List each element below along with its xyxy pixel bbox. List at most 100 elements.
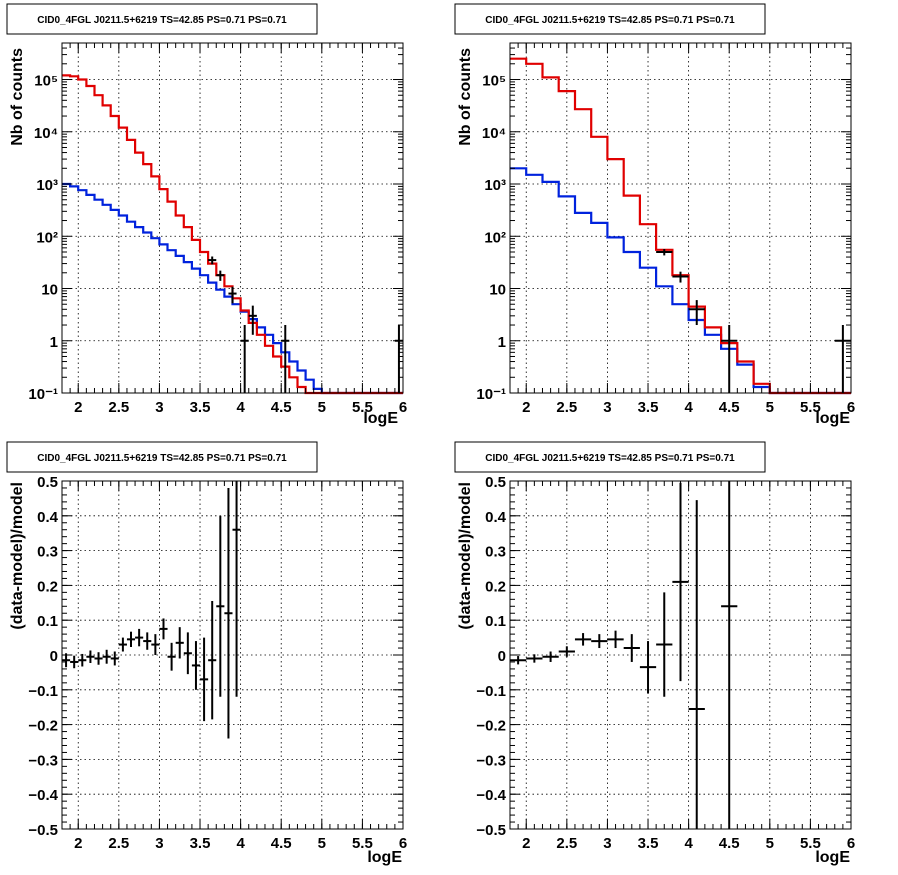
x-tick-label: 2.5	[108, 399, 129, 416]
residual-point	[159, 618, 168, 640]
grid	[62, 481, 403, 829]
data-point	[216, 270, 225, 281]
y-tick-label: 10³	[484, 177, 506, 194]
x-tick-label: 4	[684, 835, 693, 852]
x-tick-label: 5	[318, 835, 326, 852]
x-tick-label: 2	[522, 835, 530, 852]
y-tick-label: 0.4	[37, 509, 59, 526]
residual-point	[110, 651, 119, 666]
axis-ticks: 2 2.5 3 3.5 4 4.5 5 5.5 6 −0.5 −0.4 −0.3 −0.2 −0.1 0 0.…	[28, 474, 407, 852]
x-axis-label: logE	[815, 849, 850, 866]
x-tick-label: 4.5	[271, 399, 292, 416]
plot-area	[510, 57, 851, 395]
y-tick-label: 10⁻¹	[476, 386, 506, 403]
x-tick-label: 4	[236, 399, 245, 416]
x-tick-label: 6	[399, 399, 407, 416]
residual-point	[232, 481, 241, 697]
x-axis-label: logE	[367, 849, 402, 866]
residual-point	[94, 652, 103, 665]
data-point	[240, 325, 249, 393]
data-point	[672, 271, 689, 283]
x-tick-label: 2	[74, 835, 82, 852]
residual-point	[167, 642, 176, 671]
y-tick-label: 0.1	[485, 613, 506, 630]
y-tick-label: −0.2	[476, 718, 506, 735]
residual-point	[183, 632, 192, 675]
title-box	[6, 3, 318, 35]
x-axis-label: logE	[363, 410, 398, 427]
x-tick-label: 3.5	[638, 835, 659, 852]
x-tick-label: 5.5	[352, 399, 373, 416]
x-tick-label: 4	[236, 835, 245, 852]
y-tick-label: 10⁴	[482, 125, 506, 142]
y-axis-label: Nb of counts	[9, 48, 26, 146]
x-tick-label: 3.5	[638, 399, 659, 416]
x-tick-label: 2.5	[556, 399, 577, 416]
y-tick-label: 1	[50, 334, 58, 351]
y-tick-label: −0.1	[476, 683, 506, 700]
panel-bottom-right: CID0_4FGL J0211.5+6219 TS=42.85 PS=0.71 …	[454, 441, 855, 866]
residual-point	[526, 654, 543, 663]
x-tick-label: 3	[155, 399, 163, 416]
residual-point	[607, 630, 624, 649]
chart-title: CID0_4FGL J0211.5+6219 TS=42.85 PS=0.71 …	[37, 453, 287, 464]
residual-point	[62, 653, 71, 668]
chart-title: CID0_4FGL J0211.5+6219 TS=42.85 PS=0.71 …	[485, 453, 735, 464]
x-tick-label: 2.5	[108, 835, 129, 852]
axis-ticks: 2 2.5 3 3.5 4 4.5 5 5.5 6 10⁻¹ 1 10 10² 10³ 10⁴ 10⁵	[476, 43, 855, 416]
y-axis-label: (data-model)/model	[9, 482, 26, 630]
y-tick-label: −0.4	[28, 787, 58, 804]
x-tick-label: 5	[318, 399, 326, 416]
y-tick-label: 0	[498, 648, 506, 665]
y-tick-label: −0.4	[476, 787, 506, 804]
y-tick-label: −0.3	[476, 752, 506, 769]
y-axis-label: (data-model)/model	[457, 482, 474, 630]
residual-point	[721, 481, 738, 829]
model-source-histogram	[510, 167, 851, 395]
grid	[510, 43, 851, 393]
plot-area	[62, 481, 241, 739]
residual-point	[78, 653, 87, 667]
residual-point	[656, 592, 673, 697]
x-tick-label: 2	[74, 399, 82, 416]
residual-point	[102, 649, 111, 664]
data-point	[208, 256, 217, 265]
y-tick-label: 10⁴	[34, 125, 58, 142]
y-tick-label: 0.2	[37, 578, 58, 595]
y-tick-label: 0.1	[37, 613, 58, 630]
residual-point	[86, 650, 95, 664]
y-tick-label: 10⁵	[34, 73, 58, 90]
chart-title: CID0_4FGL J0211.5+6219 TS=42.85 PS=0.71 …	[37, 15, 287, 26]
x-tick-label: 6	[399, 835, 407, 852]
residual-point	[175, 627, 184, 659]
residual-point	[118, 637, 127, 652]
grid	[510, 481, 851, 829]
y-tick-label: 10³	[36, 177, 58, 194]
grid	[62, 43, 403, 393]
title-box	[454, 441, 766, 473]
x-axis-label: logE	[815, 410, 850, 427]
y-tick-label: 10⁻¹	[28, 386, 58, 403]
x-tick-label: 5	[766, 835, 774, 852]
data-point	[656, 249, 673, 256]
residual-point	[151, 634, 160, 655]
y-tick-label: −0.5	[28, 822, 58, 839]
y-tick-label: 0.3	[485, 544, 506, 561]
residual-point	[542, 651, 559, 662]
model-source-histogram	[62, 182, 403, 395]
y-tick-label: 10²	[36, 229, 58, 246]
x-tick-label: 3	[603, 835, 611, 852]
panel-bottom-left: CID0_4FGL J0211.5+6219 TS=42.85 PS=0.71 …	[6, 441, 407, 866]
axis-ticks: 2 2.5 3 3.5 4 4.5 5 5.5 6 10⁻¹ 1 10 10² 10³ 10⁴ 10⁵	[28, 43, 407, 416]
residual-point	[688, 500, 705, 829]
x-tick-label: 2	[522, 399, 530, 416]
x-tick-label: 6	[847, 835, 855, 852]
chart-title: CID0_4FGL J0211.5+6219 TS=42.85 PS=0.71 …	[485, 15, 735, 26]
data-point	[688, 300, 705, 326]
residual-point	[574, 633, 592, 646]
panel-top-left: CID0_4FGL J0211.5+6219 TS=42.85 PS=0.71 …	[6, 3, 407, 427]
axis-ticks: 2 2.5 3 3.5 4 4.5 5 5.5 6 −0.5 −0.4 −0.3 −0.2 −0.1 0 0.…	[476, 474, 855, 852]
y-tick-label: 10⁵	[482, 73, 506, 90]
y-tick-label: −0.3	[28, 752, 58, 769]
